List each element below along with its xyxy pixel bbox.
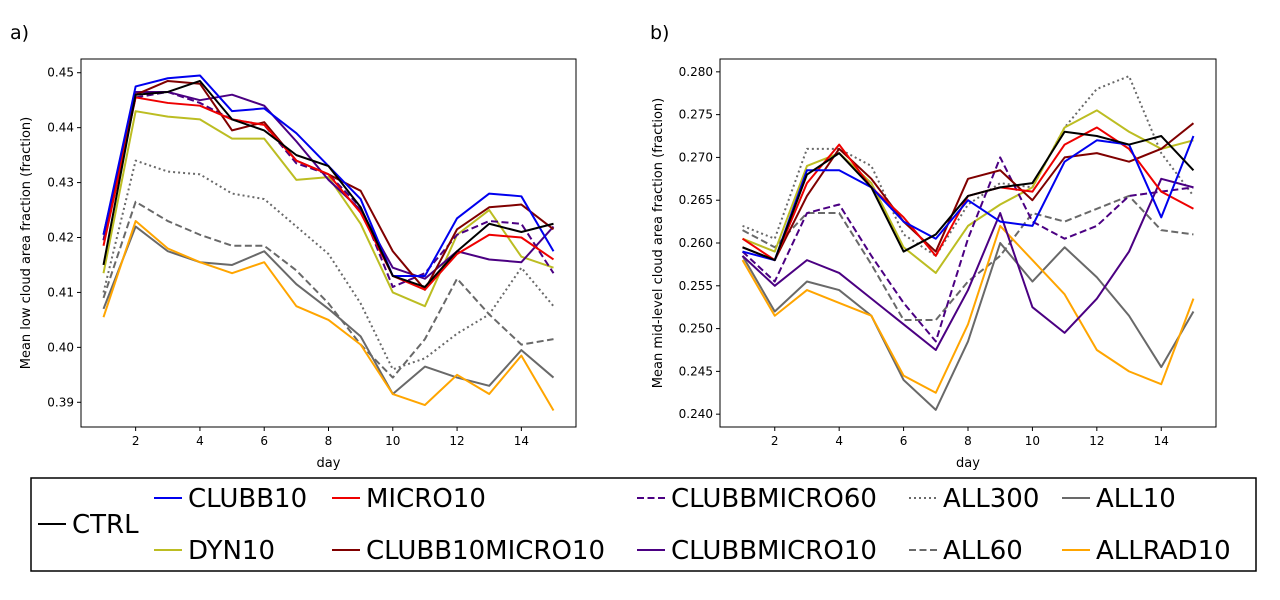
x-tick-label: 8	[325, 434, 333, 448]
y-tick-label: 0.43	[47, 176, 74, 190]
panel-label: b)	[650, 22, 669, 44]
legend-label: ALLRAD10	[1096, 536, 1231, 566]
series-line-micro10	[102, 96, 555, 291]
series-line-allrad10	[102, 220, 555, 412]
series-line-clubbmicro10	[741, 177, 1194, 351]
legend-box	[30, 477, 1257, 572]
legend-item-clubb10: CLUBB10	[154, 484, 307, 514]
legend-label: CTRL	[72, 510, 139, 540]
panel-label: a)	[10, 22, 29, 44]
x-tick-label: 12	[449, 434, 464, 448]
x-tick-label: 10	[1025, 434, 1040, 448]
legend-label: CLUBB10MICRO10	[366, 536, 605, 566]
legend-item-allrad10: ALLRAD10	[1062, 536, 1231, 566]
series-line-allrad10	[741, 224, 1195, 394]
series-line-ctrl	[102, 79, 554, 288]
legend-label: ALL60	[943, 536, 1023, 566]
x-axis-label: day	[317, 456, 341, 471]
panel-b: b) 2 4 6 8 10 12 14 0.240 0.245 0.250 0.255 0.260 0.2…	[650, 22, 1217, 471]
series-line-all60	[742, 194, 1194, 322]
series-line-all10	[102, 225, 555, 396]
legend-label: DYN10	[188, 536, 275, 566]
x-tick-label: 2	[132, 434, 140, 448]
x-tick-label: 12	[1089, 434, 1104, 448]
y-tick-label: 0.270	[679, 150, 713, 164]
series-line-clubbmicro60	[741, 156, 1194, 343]
legend-label: CLUBB10	[188, 484, 307, 514]
x-tick-label: 14	[1154, 434, 1169, 448]
y-tick-label: 0.250	[679, 322, 713, 336]
legend-item-clubb10micro10: CLUBB10MICRO10	[332, 536, 605, 566]
series-line-dyn10	[742, 109, 1194, 274]
y-tick-label: 0.41	[47, 285, 74, 299]
series-line-all300	[742, 75, 1195, 257]
x-tick-label: 6	[900, 434, 908, 448]
series-line-micro10	[741, 126, 1194, 262]
x-tick-label: 6	[260, 434, 268, 448]
x-tick-label: 4	[196, 434, 204, 448]
plot-frame	[719, 58, 1217, 428]
series-line-ctrl	[742, 130, 1195, 262]
y-tick-label: 0.240	[679, 407, 713, 421]
y-tick-label: 0.245	[679, 364, 713, 378]
y-tick-label: 0.42	[47, 231, 74, 245]
y-tick-label: 0.275	[679, 108, 713, 122]
y-axis-label: Mean low cloud area fraction (fraction)	[19, 117, 34, 370]
series-line-clubb10	[742, 135, 1195, 262]
y-tick-label: 0.255	[679, 279, 713, 293]
y-tick-label: 0.265	[679, 193, 713, 207]
series-line-clubb10micro10	[742, 122, 1195, 262]
y-tick-label: 0.40	[47, 340, 74, 354]
legend-label: MICRO10	[366, 484, 486, 514]
legend-label: ALL10	[1096, 484, 1176, 514]
x-tick-label: 4	[835, 434, 843, 448]
panel-a: a) 2 4 6 8 10 12 14 0.39 0.40 0.41 0.42 0.43 0.44 0.45…	[10, 22, 577, 471]
series-line-all300	[102, 159, 555, 371]
series-line-clubbmicro10	[102, 90, 555, 280]
series-line-all60	[102, 200, 554, 379]
legend-label: CLUBBMICRO10	[671, 536, 877, 566]
legend-item-dyn10: DYN10	[154, 536, 275, 566]
legend-label: ALL300	[943, 484, 1039, 514]
y-tick-label: 0.39	[47, 395, 74, 409]
series-line-dyn10	[102, 110, 554, 308]
series-group	[741, 75, 1195, 411]
legend-item-ctrl: CTRL	[38, 510, 139, 540]
x-tick-label: 8	[964, 434, 972, 448]
legend-item-all10: ALL10	[1062, 484, 1176, 514]
legend-item-all60: ALL60	[909, 536, 1023, 566]
legend: CTRL CLUBB10 DYN10 MICRO10 CLUBB10MICRO10 CLU…	[30, 477, 1257, 572]
y-axis-label: Mean mid-level cloud area fraction (frac…	[651, 98, 666, 388]
y-tick-label: 0.280	[679, 65, 713, 79]
y-tick-label: 0.260	[679, 236, 713, 250]
series-line-all10	[741, 242, 1195, 411]
y-tick-label: 0.45	[47, 66, 74, 80]
legend-item-all300: ALL300	[909, 484, 1039, 514]
y-tick-label: 0.44	[47, 121, 74, 135]
legend-item-clubbmicro60: CLUBBMICRO60	[637, 484, 877, 514]
x-tick-label: 2	[771, 434, 779, 448]
series-group	[102, 74, 555, 412]
x-axis-label: day	[956, 456, 980, 471]
legend-label: CLUBBMICRO60	[671, 484, 877, 514]
legend-item-micro10: MICRO10	[332, 484, 486, 514]
legend-item-clubbmicro10: CLUBBMICRO10	[637, 536, 877, 566]
x-tick-label: 14	[514, 434, 529, 448]
x-tick-label: 10	[385, 434, 400, 448]
